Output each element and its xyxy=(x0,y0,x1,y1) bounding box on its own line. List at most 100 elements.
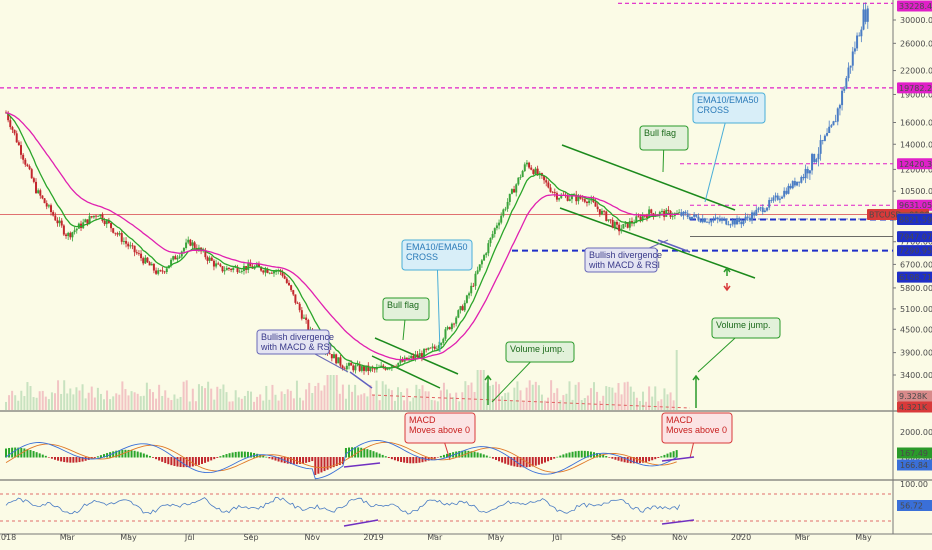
macd-hist-bar xyxy=(243,451,246,458)
candle-body xyxy=(189,239,192,246)
candle-body xyxy=(431,346,434,348)
candle-body xyxy=(663,210,666,217)
volume-bar xyxy=(473,391,476,410)
macd-hist-bar xyxy=(344,447,347,458)
macd-hist-bar xyxy=(308,457,311,463)
candle-body xyxy=(150,263,153,266)
volume-bar xyxy=(596,391,599,410)
candle-body xyxy=(339,357,342,366)
y-tick-label: 3400.00 xyxy=(900,371,932,380)
candle-body xyxy=(701,218,704,223)
candle-body xyxy=(429,347,432,349)
volume-bar xyxy=(629,386,632,410)
volume-bar xyxy=(605,386,608,410)
volume-bar xyxy=(167,397,170,410)
volume-bar xyxy=(292,398,295,410)
candle-body xyxy=(733,219,736,225)
annotation-text: CROSS xyxy=(406,252,438,262)
volume-bar xyxy=(302,400,305,410)
volume-bar xyxy=(436,401,439,410)
macd-hist-bar xyxy=(476,452,479,458)
candle-body xyxy=(830,125,833,127)
candle-body xyxy=(401,359,404,362)
annotation-bull-flag-2018: Bull flag xyxy=(382,297,430,341)
candle-body xyxy=(142,258,145,264)
volume-bar xyxy=(99,393,102,410)
candle-body xyxy=(534,168,537,174)
volume-bar xyxy=(461,392,464,410)
volume-bar xyxy=(648,386,651,410)
candle-body xyxy=(60,220,63,226)
candle-body xyxy=(592,198,595,203)
volume-bar xyxy=(547,397,550,410)
candle-body xyxy=(793,181,796,186)
candle-body xyxy=(388,368,391,370)
candle-body xyxy=(731,219,734,225)
candle-body xyxy=(26,164,29,167)
volume-bar xyxy=(485,382,488,410)
volume-bar xyxy=(642,391,644,410)
candle-body xyxy=(671,216,674,217)
candle-body xyxy=(65,234,68,237)
candle-body xyxy=(622,223,625,229)
volume-bar xyxy=(602,395,605,410)
volume-bar xyxy=(452,397,455,410)
volume-bar xyxy=(531,384,534,410)
macd-hist-bar xyxy=(387,457,390,458)
candle-body xyxy=(581,198,584,200)
candle-body xyxy=(834,121,837,123)
annotation-box xyxy=(661,412,733,444)
y-tick-label: 26000.00 xyxy=(900,39,932,48)
macd-hist-bar xyxy=(289,457,292,465)
volume-bar xyxy=(669,392,672,410)
candle-body xyxy=(135,252,138,254)
candle-body xyxy=(120,233,123,242)
candle-body xyxy=(721,219,724,221)
candle-body xyxy=(86,219,89,224)
annotation-text: Bullish divergence xyxy=(589,250,662,260)
candle-body xyxy=(763,210,766,213)
volume-bar xyxy=(268,399,271,410)
macd-hist-bar xyxy=(69,457,72,463)
candle-body xyxy=(832,121,835,126)
x-tick-label: Nov xyxy=(304,533,320,542)
volume-bar xyxy=(72,394,75,410)
macd-hist-bar xyxy=(54,457,56,460)
candle-body xyxy=(335,354,338,364)
ema-lines xyxy=(5,112,680,369)
rsi-tick-label: 100.00 xyxy=(900,480,928,489)
candle-body xyxy=(639,216,642,221)
candle-body xyxy=(356,364,359,366)
candle-body xyxy=(397,362,400,367)
y-tick-label: 5100.00 xyxy=(900,305,932,314)
macd-hist-bar xyxy=(118,450,121,458)
candle-body xyxy=(847,67,850,79)
candle-body xyxy=(525,162,528,165)
candle-body xyxy=(553,192,556,194)
candle-body xyxy=(305,317,308,320)
volume-bar xyxy=(620,394,623,410)
macd-hist-bar xyxy=(167,457,170,465)
candle-body xyxy=(493,228,496,235)
macd-hist-bar xyxy=(433,457,436,459)
candle-body xyxy=(813,154,816,163)
macd-hist-bar xyxy=(240,451,243,458)
volume-bar xyxy=(519,390,522,410)
candle-body xyxy=(729,224,732,226)
macd-hist-bar xyxy=(142,453,145,458)
candle-body xyxy=(789,185,792,189)
macd-hist-bar xyxy=(145,454,148,458)
candle-body xyxy=(817,153,820,160)
candle-body xyxy=(212,260,215,267)
candle-body xyxy=(249,263,252,267)
volume-bar xyxy=(280,391,283,410)
volume-bar xyxy=(35,397,38,410)
volume-bar xyxy=(152,392,154,410)
candle-body xyxy=(643,215,646,217)
volume-bar xyxy=(289,390,292,410)
y-tick-label: 3900.00 xyxy=(900,349,932,358)
candle-body xyxy=(380,365,383,368)
